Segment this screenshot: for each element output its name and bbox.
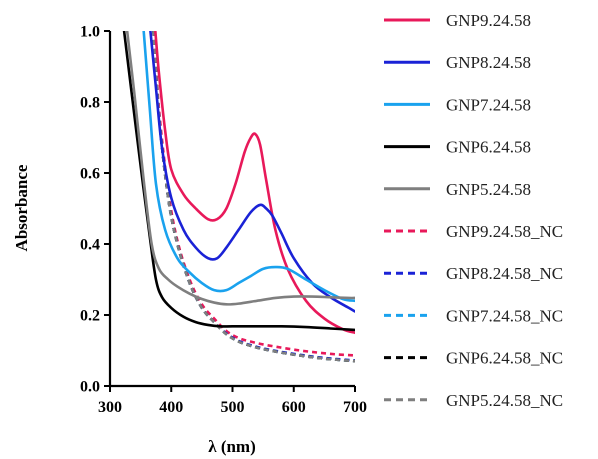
y-tick-label: 0.0: [80, 379, 100, 396]
y-axis-title: Absorbance: [12, 164, 31, 251]
series-line-gnp5-24-58: [125, 31, 355, 306]
x-axis-title: λ (nm): [208, 437, 256, 456]
legend-label-gnp8-24-58: GNP8.24.58: [446, 53, 531, 72]
legend-label-gnp9-24-58: GNP9.24.58: [446, 11, 531, 30]
axes-layer: 0.0 0.2 0.4 0.6 0.8 1.0 300 400 500 600 700: [80, 24, 367, 417]
x-tick-label: 400: [159, 399, 183, 416]
series-layer: [122, 31, 355, 363]
series-line-gnp5-24-58-nc: [152, 31, 355, 363]
legend-label-gnp6-24-58-nc: GNP6.24.58_NC: [446, 349, 563, 368]
legend-label-gnp9-24-58-nc: GNP9.24.58_NC: [446, 222, 563, 241]
x-tick-label: 300: [98, 399, 122, 416]
y-tick-label: 1.0: [80, 24, 100, 41]
legend-label-gnp6-24-58: GNP6.24.58: [446, 138, 531, 157]
legend-label-gnp7-24-58: GNP7.24.58: [446, 95, 531, 114]
x-tick-label: 500: [221, 399, 245, 416]
y-tick-label: 0.8: [80, 95, 100, 112]
legend-label-gnp5-24-58: GNP5.24.58: [446, 180, 531, 199]
series-line-gnp8-24-58: [149, 31, 355, 313]
y-tick-label: 0.2: [80, 308, 100, 325]
legend: GNP9.24.58 GNP8.24.58 GNP7.24.58 GNP6.24.58…: [384, 11, 563, 410]
series-line-gnp9-24-58: [154, 31, 355, 335]
legend-label-gnp8-24-58-nc: GNP8.24.58_NC: [446, 264, 563, 283]
x-tick-label: 700: [343, 399, 367, 416]
series-line-gnp7-24-58: [142, 31, 355, 303]
legend-label-gnp5-24-58-nc: GNP5.24.58_NC: [446, 391, 563, 410]
x-tick-label: 600: [282, 399, 306, 416]
y-tick-label: 0.4: [80, 237, 100, 254]
legend-label-gnp7-24-58-nc: GNP7.24.58_NC: [446, 306, 563, 325]
y-tick-label: 0.6: [80, 166, 100, 183]
